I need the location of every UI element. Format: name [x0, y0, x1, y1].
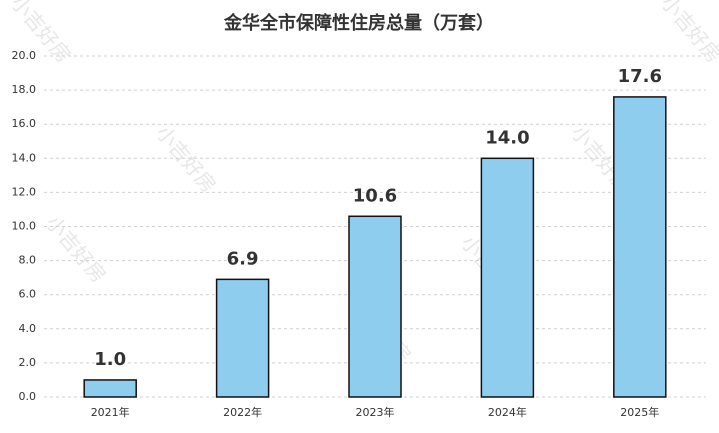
y-tick-label: 16.0 [12, 117, 37, 130]
watermark: 小吉好房 [41, 211, 111, 288]
y-tick-label: 2.0 [19, 356, 37, 369]
bar [613, 96, 667, 398]
x-tick-label: 2023年 [356, 405, 395, 419]
value-label: 17.6 [618, 66, 662, 87]
x-tick-label: 2022年 [223, 405, 262, 419]
y-tick-label: 8.0 [19, 254, 37, 267]
bar [480, 157, 535, 398]
x-tick-label: 2021年 [91, 405, 130, 419]
bar [215, 278, 270, 398]
y-tick-label: 10.0 [12, 220, 37, 233]
value-label: 10.6 [353, 185, 397, 206]
value-label: 1.0 [94, 349, 126, 370]
watermark: 小吉好房 [151, 121, 221, 198]
x-tick-label: 2025年 [620, 405, 659, 419]
chart-title: 金华全市保障性住房总量（万套） [223, 12, 494, 34]
y-tick-label: 6.0 [19, 288, 37, 301]
y-tick-label: 20.0 [12, 49, 37, 62]
y-tick-label: 0.0 [19, 390, 37, 403]
y-tick-label: 14.0 [12, 151, 37, 164]
bar [83, 379, 137, 398]
y-tick-label: 4.0 [19, 322, 37, 335]
value-label: 14.0 [485, 127, 529, 148]
bar [348, 215, 402, 398]
y-tick-label: 18.0 [12, 83, 37, 96]
y-tick-label: 12.0 [12, 185, 37, 198]
value-label: 6.9 [227, 248, 259, 269]
x-tick-label: 2024年 [488, 405, 527, 419]
watermark: 小吉好房 [656, 0, 719, 67]
